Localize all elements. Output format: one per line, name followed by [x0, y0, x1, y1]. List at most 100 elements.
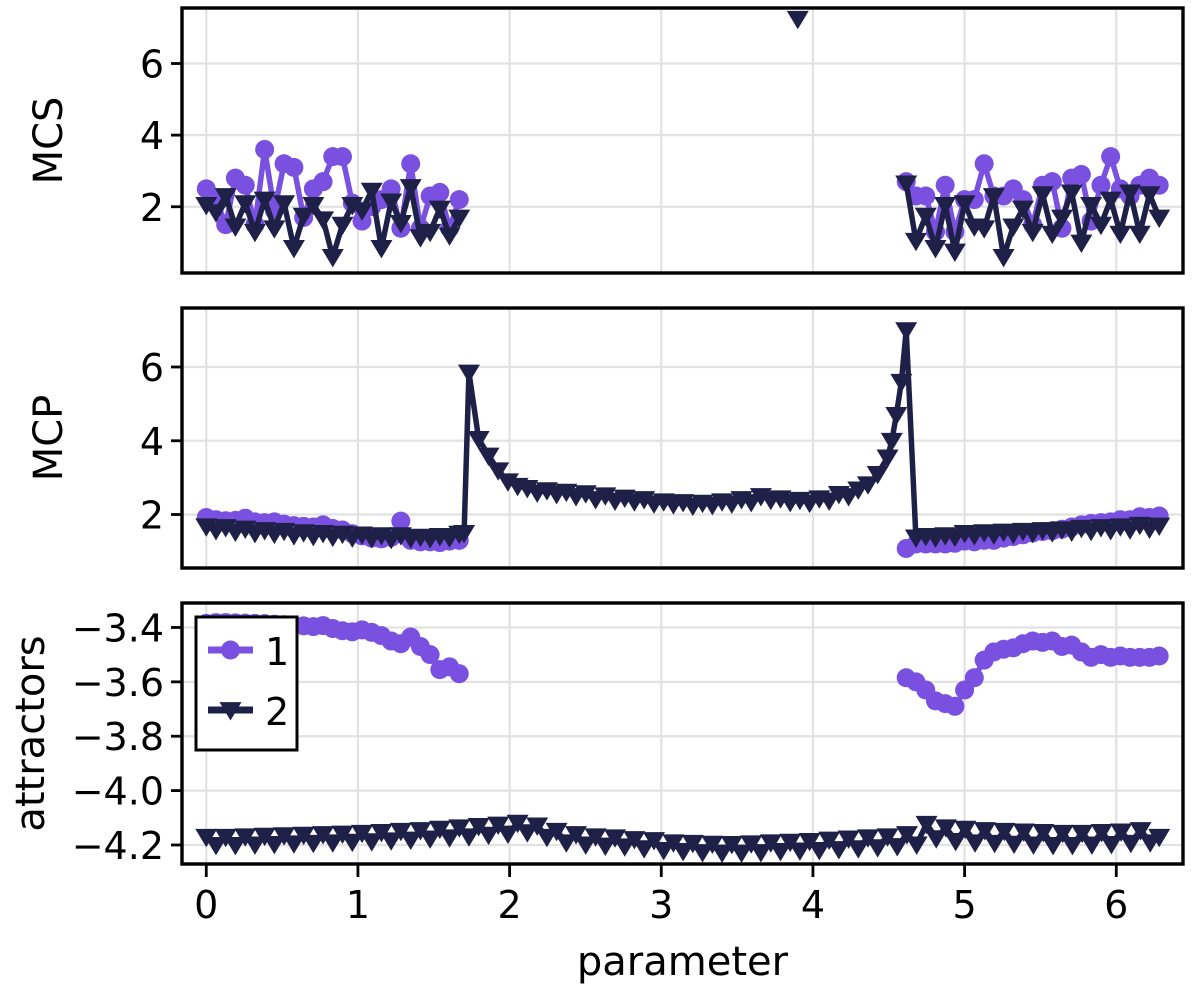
y-tick-label: −3.8 — [72, 715, 164, 759]
legend-entry-1[interactable]: 1 — [208, 630, 289, 674]
legend-box — [194, 615, 299, 752]
data-point-marker — [292, 207, 315, 227]
data-point-marker — [360, 182, 383, 202]
data-point-marker — [255, 139, 275, 159]
data-point-marker — [642, 832, 665, 851]
data-point-marker — [691, 844, 714, 863]
y-tick-label: −3.6 — [72, 661, 164, 705]
data-point-marker — [652, 841, 675, 861]
data-point-marker — [399, 831, 422, 850]
data-point-marker — [457, 364, 480, 383]
data-point-marker — [253, 191, 276, 211]
data-point-marker — [341, 197, 364, 216]
data-point-marker — [856, 476, 879, 495]
data-point-marker — [847, 840, 870, 859]
data-point-marker — [399, 179, 422, 198]
data-point-marker — [633, 840, 656, 859]
data-point-marker — [1032, 823, 1055, 843]
data-point-marker — [555, 834, 578, 853]
data-point-marker — [1050, 209, 1073, 228]
data-point-marker — [876, 828, 899, 847]
data-point-marker — [1071, 824, 1094, 844]
data-point-marker — [730, 844, 753, 864]
data-point-marker — [934, 197, 957, 216]
data-point-marker — [1089, 216, 1112, 236]
y-tick-label: 6 — [140, 346, 164, 390]
data-point-marker — [224, 837, 247, 856]
data-point-marker — [438, 227, 461, 246]
data-point-marker — [453, 525, 476, 544]
x-tick-label: 5 — [953, 883, 977, 927]
data-point-marker — [428, 200, 451, 219]
data-point-marker — [457, 828, 480, 847]
data-point-marker — [430, 182, 450, 202]
data-point-marker — [332, 147, 352, 167]
data-point-marker — [214, 188, 237, 207]
data-point-marker — [623, 831, 646, 850]
data-point-marker — [866, 839, 889, 858]
y-tick-label: 4 — [140, 420, 164, 464]
data-point-marker — [964, 834, 987, 853]
data-point-marker — [352, 211, 372, 231]
legend-entry-2[interactable]: 2 — [208, 690, 289, 734]
data-point-marker — [391, 511, 411, 531]
data-point-marker — [1042, 837, 1065, 856]
data-point-marker — [786, 10, 809, 30]
data-point-marker — [1021, 223, 1044, 243]
data-point-marker — [788, 842, 811, 861]
data-point-marker — [1138, 186, 1161, 205]
data-point-marker — [924, 240, 947, 259]
data-point-marker — [935, 175, 955, 195]
data-point-marker — [895, 826, 918, 845]
data-point-marker — [982, 188, 1005, 207]
legend-circle-marker-icon — [221, 640, 240, 660]
data-point-marker — [370, 240, 393, 259]
data-point-marker — [574, 836, 597, 855]
data-point-marker — [594, 487, 617, 506]
data-point-marker — [302, 834, 325, 854]
data-point-marker — [380, 832, 403, 851]
data-point-marker — [351, 202, 374, 221]
data-point-marker — [1060, 184, 1083, 203]
data-point-marker — [360, 833, 383, 852]
data-point-marker — [954, 820, 977, 840]
data-point-marker — [953, 195, 976, 214]
data-point-marker — [886, 838, 909, 857]
series-2 — [195, 814, 1171, 864]
y-axis-label-MCS: MCS — [26, 97, 72, 185]
y-tick-label: 6 — [140, 43, 164, 87]
data-point-marker — [993, 822, 1016, 842]
data-point-marker — [401, 154, 421, 174]
data-point-marker — [506, 814, 529, 834]
data-point-marker — [321, 248, 344, 268]
data-point-marker — [1109, 225, 1132, 245]
data-point-marker — [1002, 218, 1025, 237]
data-point-marker — [419, 223, 442, 243]
data-point-marker — [876, 449, 899, 468]
data-point-marker — [243, 223, 266, 243]
data-point-marker — [1119, 184, 1142, 203]
x-tick-label: 6 — [1104, 883, 1128, 927]
data-point-marker — [204, 837, 227, 856]
data-point-marker — [1128, 225, 1151, 245]
data-point-marker — [925, 830, 948, 849]
data-point-marker — [331, 216, 354, 236]
data-point-marker — [1149, 646, 1169, 666]
y-axis-label-MCP: MCP — [26, 395, 72, 482]
data-point-marker — [992, 248, 1015, 268]
data-point-marker — [448, 209, 471, 228]
y-tick-label: 2 — [140, 186, 164, 230]
data-point-marker — [284, 157, 304, 177]
data-point-marker — [243, 836, 266, 855]
data-point-marker — [313, 172, 333, 192]
data-point-marker — [565, 826, 588, 845]
data-point-marker — [1119, 834, 1142, 854]
data-point-marker — [711, 844, 734, 864]
data-point-marker — [1091, 175, 1111, 195]
legend-label: 1 — [265, 630, 289, 674]
data-point-marker — [594, 837, 617, 856]
data-point-marker — [1110, 823, 1133, 842]
x-tick-label: 4 — [801, 883, 825, 927]
data-point-marker — [672, 843, 695, 862]
